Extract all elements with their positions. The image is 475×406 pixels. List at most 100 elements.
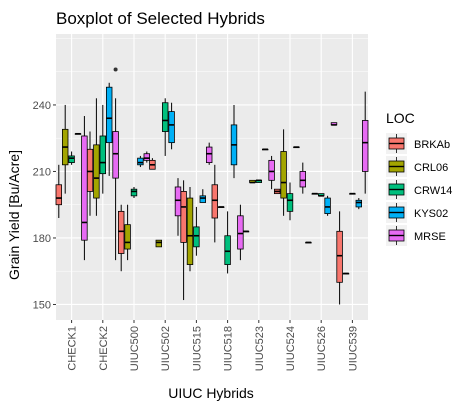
box-MRSE-UIUC500 <box>143 151 150 163</box>
box-MRSE-UIUC524 <box>299 162 306 194</box>
box-MRSE-UIUC518 <box>237 204 244 261</box>
box-BRKAb-UIUC539 <box>336 211 343 305</box>
box-body <box>174 186 182 217</box>
box-body <box>324 197 331 214</box>
box-body <box>286 193 294 212</box>
legend-label: CRW14 <box>414 185 452 197</box>
x-axis-title: UIUC Hybrids <box>168 385 254 401</box>
box-MRSE-CHECK1 <box>81 116 88 261</box>
box-KYS02-UIUC524 <box>293 146 300 149</box>
box-CRW14-UIUC502 <box>161 98 169 156</box>
x-tick-label: UIUC518 <box>223 326 235 371</box>
box-body <box>161 102 169 132</box>
x-axis: CHECK1 CHECK2 UIUC500 UIUC502 UIUC515 UIUC518… <box>67 320 359 371</box>
box-body <box>155 239 162 248</box>
box-body <box>99 135 106 175</box>
box-CRL06-UIUC539 <box>342 272 350 275</box>
box-body <box>93 144 100 199</box>
box-CRW14-UIUC524 <box>286 182 294 221</box>
box-KYS02-UIUC518 <box>230 104 238 179</box>
legend-title: LOC <box>386 110 415 126</box>
box-CRL06-UIUC524 <box>280 129 287 216</box>
box-BRKAb-UIUC518 <box>211 164 218 243</box>
box-BRKAb-UIUC524 <box>273 188 281 195</box>
box-body <box>68 155 75 163</box>
box-CRW14-UIUC523 <box>255 179 262 183</box>
x-tick-label: UIUC515 <box>191 326 203 371</box>
x-tick-label: CHECK1 <box>67 326 79 371</box>
box-KYS02-UIUC523 <box>261 148 269 151</box>
box-KYS02-UIUC502 <box>168 102 175 150</box>
legend-item-CRW14: CRW14 <box>386 179 452 200</box>
box-body <box>186 197 194 265</box>
legend-label: MRSE <box>414 231 446 243</box>
y-tick-label: 240 <box>33 100 51 112</box>
box-KYS02-UIUC515 <box>199 189 206 203</box>
box-body <box>180 191 187 243</box>
legend-label: KYS02 <box>414 208 448 220</box>
box-MRSE-UIUC539 <box>361 91 369 194</box>
box-body <box>355 199 362 208</box>
box-body <box>168 111 175 144</box>
box-body <box>130 188 138 197</box>
chart-title: Boxplot of Selected Hybrids <box>56 9 265 28</box>
box-MRSE-UIUC502 <box>174 178 182 236</box>
box-CRW14-UIUC515 <box>193 206 200 256</box>
box-body <box>299 171 306 188</box>
box-CRW14-CHECK2 <box>99 104 106 194</box>
box-CRL06-UIUC500 <box>124 204 131 261</box>
box-body <box>237 215 244 250</box>
box-BRKAb-UIUC526 <box>305 241 312 244</box>
box-KYS02-CHECK1 <box>74 132 82 135</box>
box-CRL06-UIUC523 <box>249 179 256 184</box>
box-CRW14-UIUC500 <box>130 186 138 199</box>
x-tick-label: UIUC500 <box>129 326 141 371</box>
box-MRSE-UIUC526 <box>330 122 338 126</box>
legend-item-KYS02: KYS02 <box>386 202 448 223</box>
box-body <box>211 184 218 219</box>
box-MRSE-UIUC515 <box>205 142 213 165</box>
box-BRKAb-UIUC500 <box>118 204 125 272</box>
box-CRL06-CHECK1 <box>62 104 69 194</box>
box-KYS02-UIUC526 <box>324 195 331 216</box>
box-KYS02-UIUC500 <box>137 155 144 168</box>
x-tick-label: UIUC539 <box>347 326 359 371</box>
box-body <box>336 230 343 283</box>
x-tick-label: UIUC502 <box>160 326 172 371</box>
box-CRL06-CHECK2 <box>93 98 100 216</box>
box-body <box>86 148 94 192</box>
box-CRL06-UIUC515 <box>186 186 194 272</box>
box-layer <box>55 67 369 305</box>
legend-label: CRL06 <box>414 162 448 174</box>
legend-item-MRSE: MRSE <box>386 225 446 246</box>
legend-label: BRKAb <box>414 139 450 151</box>
box-MRSE-UIUC523 <box>268 155 275 190</box>
box-body <box>268 159 275 181</box>
box-KYS02-CHECK2 <box>106 82 113 176</box>
box-body <box>106 86 113 144</box>
box-body <box>112 131 119 179</box>
box-body <box>143 153 150 161</box>
box-MRSE-CHECK2 <box>112 67 119 261</box>
outlier-point <box>113 67 118 72</box>
box-CRW14-UIUC539 <box>349 192 356 195</box>
x-tick-label: CHECK2 <box>98 326 110 371</box>
box-CRL06-UIUC518 <box>217 206 225 208</box>
plot-panel <box>56 34 368 320</box>
box-body <box>205 146 213 163</box>
box-body <box>361 120 369 172</box>
box-BRKAb-UIUC523 <box>242 230 250 233</box>
y-tick-label: 180 <box>33 233 51 245</box>
box-BRKAb-UIUC502 <box>149 158 156 170</box>
box-body <box>118 210 125 254</box>
box-body <box>137 157 144 166</box>
box-body <box>81 135 88 241</box>
box-CRL06-UIUC526 <box>311 192 318 195</box>
box-body <box>124 224 131 250</box>
y-tick-label: 210 <box>33 166 51 178</box>
x-tick-label: UIUC523 <box>254 326 266 371</box>
box-BRKAb-UIUC515 <box>180 180 187 301</box>
box-CRW14-UIUC526 <box>317 193 325 197</box>
box-body <box>224 235 231 265</box>
